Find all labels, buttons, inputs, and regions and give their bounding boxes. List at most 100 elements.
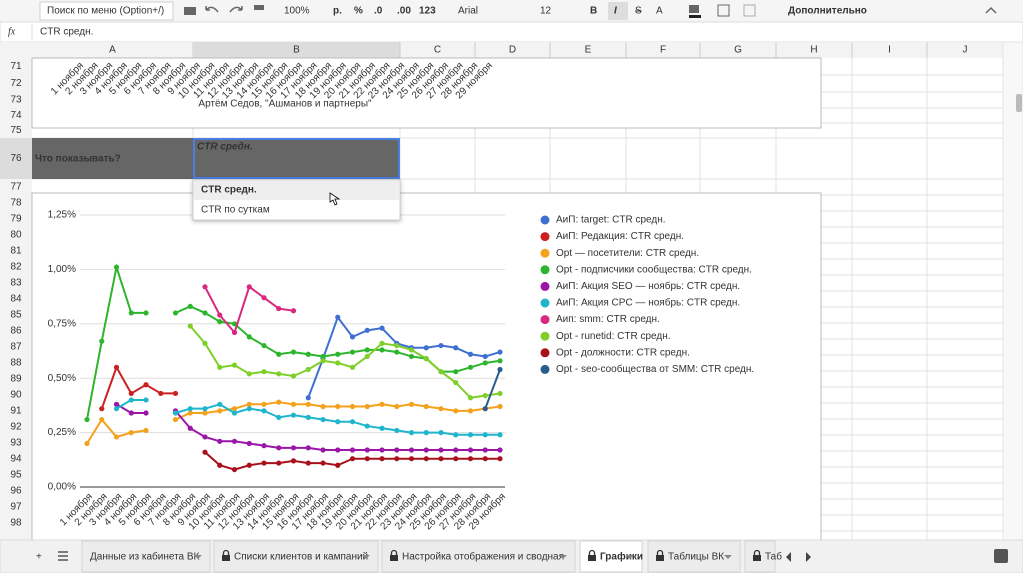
control-label: Что показывать? <box>35 154 121 165</box>
legend-swatch <box>540 215 550 225</box>
data-point <box>128 430 134 436</box>
search-box[interactable] <box>39 1 174 21</box>
print-icon[interactable] <box>184 7 196 15</box>
more-menu[interactable]: Дополнительно <box>788 6 867 17</box>
row-header-active <box>0 138 32 179</box>
data-point <box>128 390 134 397</box>
tab[interactable] <box>381 540 576 573</box>
data-point <box>305 460 311 466</box>
font-size[interactable]: 12 <box>540 6 552 17</box>
row-header: 81 <box>10 246 22 257</box>
data-point <box>217 319 223 325</box>
data-point <box>231 329 238 336</box>
legend-swatch <box>540 364 550 374</box>
font-family[interactable]: Arial <box>458 6 478 17</box>
y-tick-label: 1,25% <box>48 210 76 221</box>
explore-button[interactable] <box>994 549 1008 563</box>
control-value[interactable]: CTR средн. <box>197 142 253 153</box>
data-point <box>320 460 326 466</box>
row-header: 93 <box>10 438 22 449</box>
data-point <box>364 423 370 429</box>
currency-button[interactable]: р. <box>333 6 342 17</box>
data-point <box>467 351 474 357</box>
data-point <box>305 445 311 451</box>
row-header: 88 <box>10 358 22 369</box>
data-point <box>246 462 252 468</box>
add-sheet[interactable]: + <box>36 552 42 563</box>
collapse-icon[interactable] <box>985 6 997 14</box>
column-header-active <box>193 42 400 58</box>
legend-swatch <box>540 265 550 275</box>
merge-icon[interactable] <box>743 4 756 17</box>
data-point <box>320 353 326 360</box>
data-point <box>349 334 356 340</box>
row-header: 85 <box>10 310 22 321</box>
data-point <box>497 390 503 397</box>
data-point <box>172 310 179 316</box>
scrollbar[interactable] <box>1002 41 1023 541</box>
dropdown-option[interactable]: CTR по суткам <box>201 205 270 216</box>
tab[interactable] <box>81 540 211 573</box>
legend-label: Opt - должности: CTR средн. <box>556 347 690 358</box>
data-point <box>128 310 134 316</box>
increase-decimals[interactable]: .00 <box>397 6 411 17</box>
column-header-bar <box>0 42 1003 58</box>
zoom[interactable]: 100% <box>284 6 310 17</box>
undo-icon[interactable] <box>205 6 219 13</box>
data-point <box>453 369 459 375</box>
data-point <box>99 338 105 344</box>
scroll-thumb[interactable] <box>1016 94 1022 112</box>
column-header: B <box>293 45 300 56</box>
data-point <box>113 364 120 370</box>
fill-color-icon[interactable] <box>689 5 699 13</box>
data-point <box>497 358 503 364</box>
lock-shackle <box>753 549 761 555</box>
decrease-decimals[interactable]: .0 <box>374 6 383 17</box>
paint-format-icon[interactable] <box>254 5 264 10</box>
selected-cell[interactable] <box>193 138 400 179</box>
italic-button[interactable]: I <box>614 6 617 17</box>
text-color-button[interactable]: A <box>656 6 663 17</box>
data-point <box>276 305 282 312</box>
data-point <box>231 466 238 473</box>
data-point <box>335 462 341 468</box>
data-point <box>453 408 459 414</box>
tab-scroll[interactable] <box>786 552 811 562</box>
strike-button[interactable]: S <box>635 6 642 17</box>
tab[interactable] <box>213 540 379 573</box>
data-point <box>246 406 252 412</box>
row-header: 92 <box>10 422 22 433</box>
row-header: 87 <box>10 342 22 353</box>
data-point <box>408 401 415 407</box>
legend-swatch <box>540 248 550 258</box>
data-point <box>497 366 503 373</box>
bold-button[interactable]: B <box>590 6 597 17</box>
format-button[interactable]: 123 <box>419 6 436 17</box>
data-point <box>172 416 179 423</box>
borders-icon[interactable] <box>717 4 730 17</box>
all-sheets[interactable] <box>58 551 68 561</box>
data-point <box>467 395 474 401</box>
row-header: 96 <box>10 486 22 497</box>
dropdown-option[interactable]: CTR средн. <box>201 185 257 196</box>
data-point <box>84 440 90 447</box>
data-point <box>364 327 370 333</box>
redo-icon[interactable] <box>229 6 243 13</box>
data-point <box>276 414 282 420</box>
data-point <box>261 295 267 301</box>
data-point <box>217 462 223 468</box>
data-point <box>349 364 356 370</box>
data-point <box>305 351 311 357</box>
data-point <box>320 447 326 453</box>
data-point <box>482 406 488 412</box>
row-header: 95 <box>10 470 22 481</box>
tab[interactable] <box>744 540 776 573</box>
percent-button[interactable]: % <box>354 6 363 17</box>
formula-content[interactable]: CTR средн. <box>40 27 93 38</box>
data-point <box>349 349 356 355</box>
legend-label: Opt - seo-сообщества от SMM: CTR средн. <box>556 363 754 375</box>
row-header: 80 <box>10 230 22 241</box>
data-point <box>320 403 326 410</box>
data-point <box>423 403 429 410</box>
